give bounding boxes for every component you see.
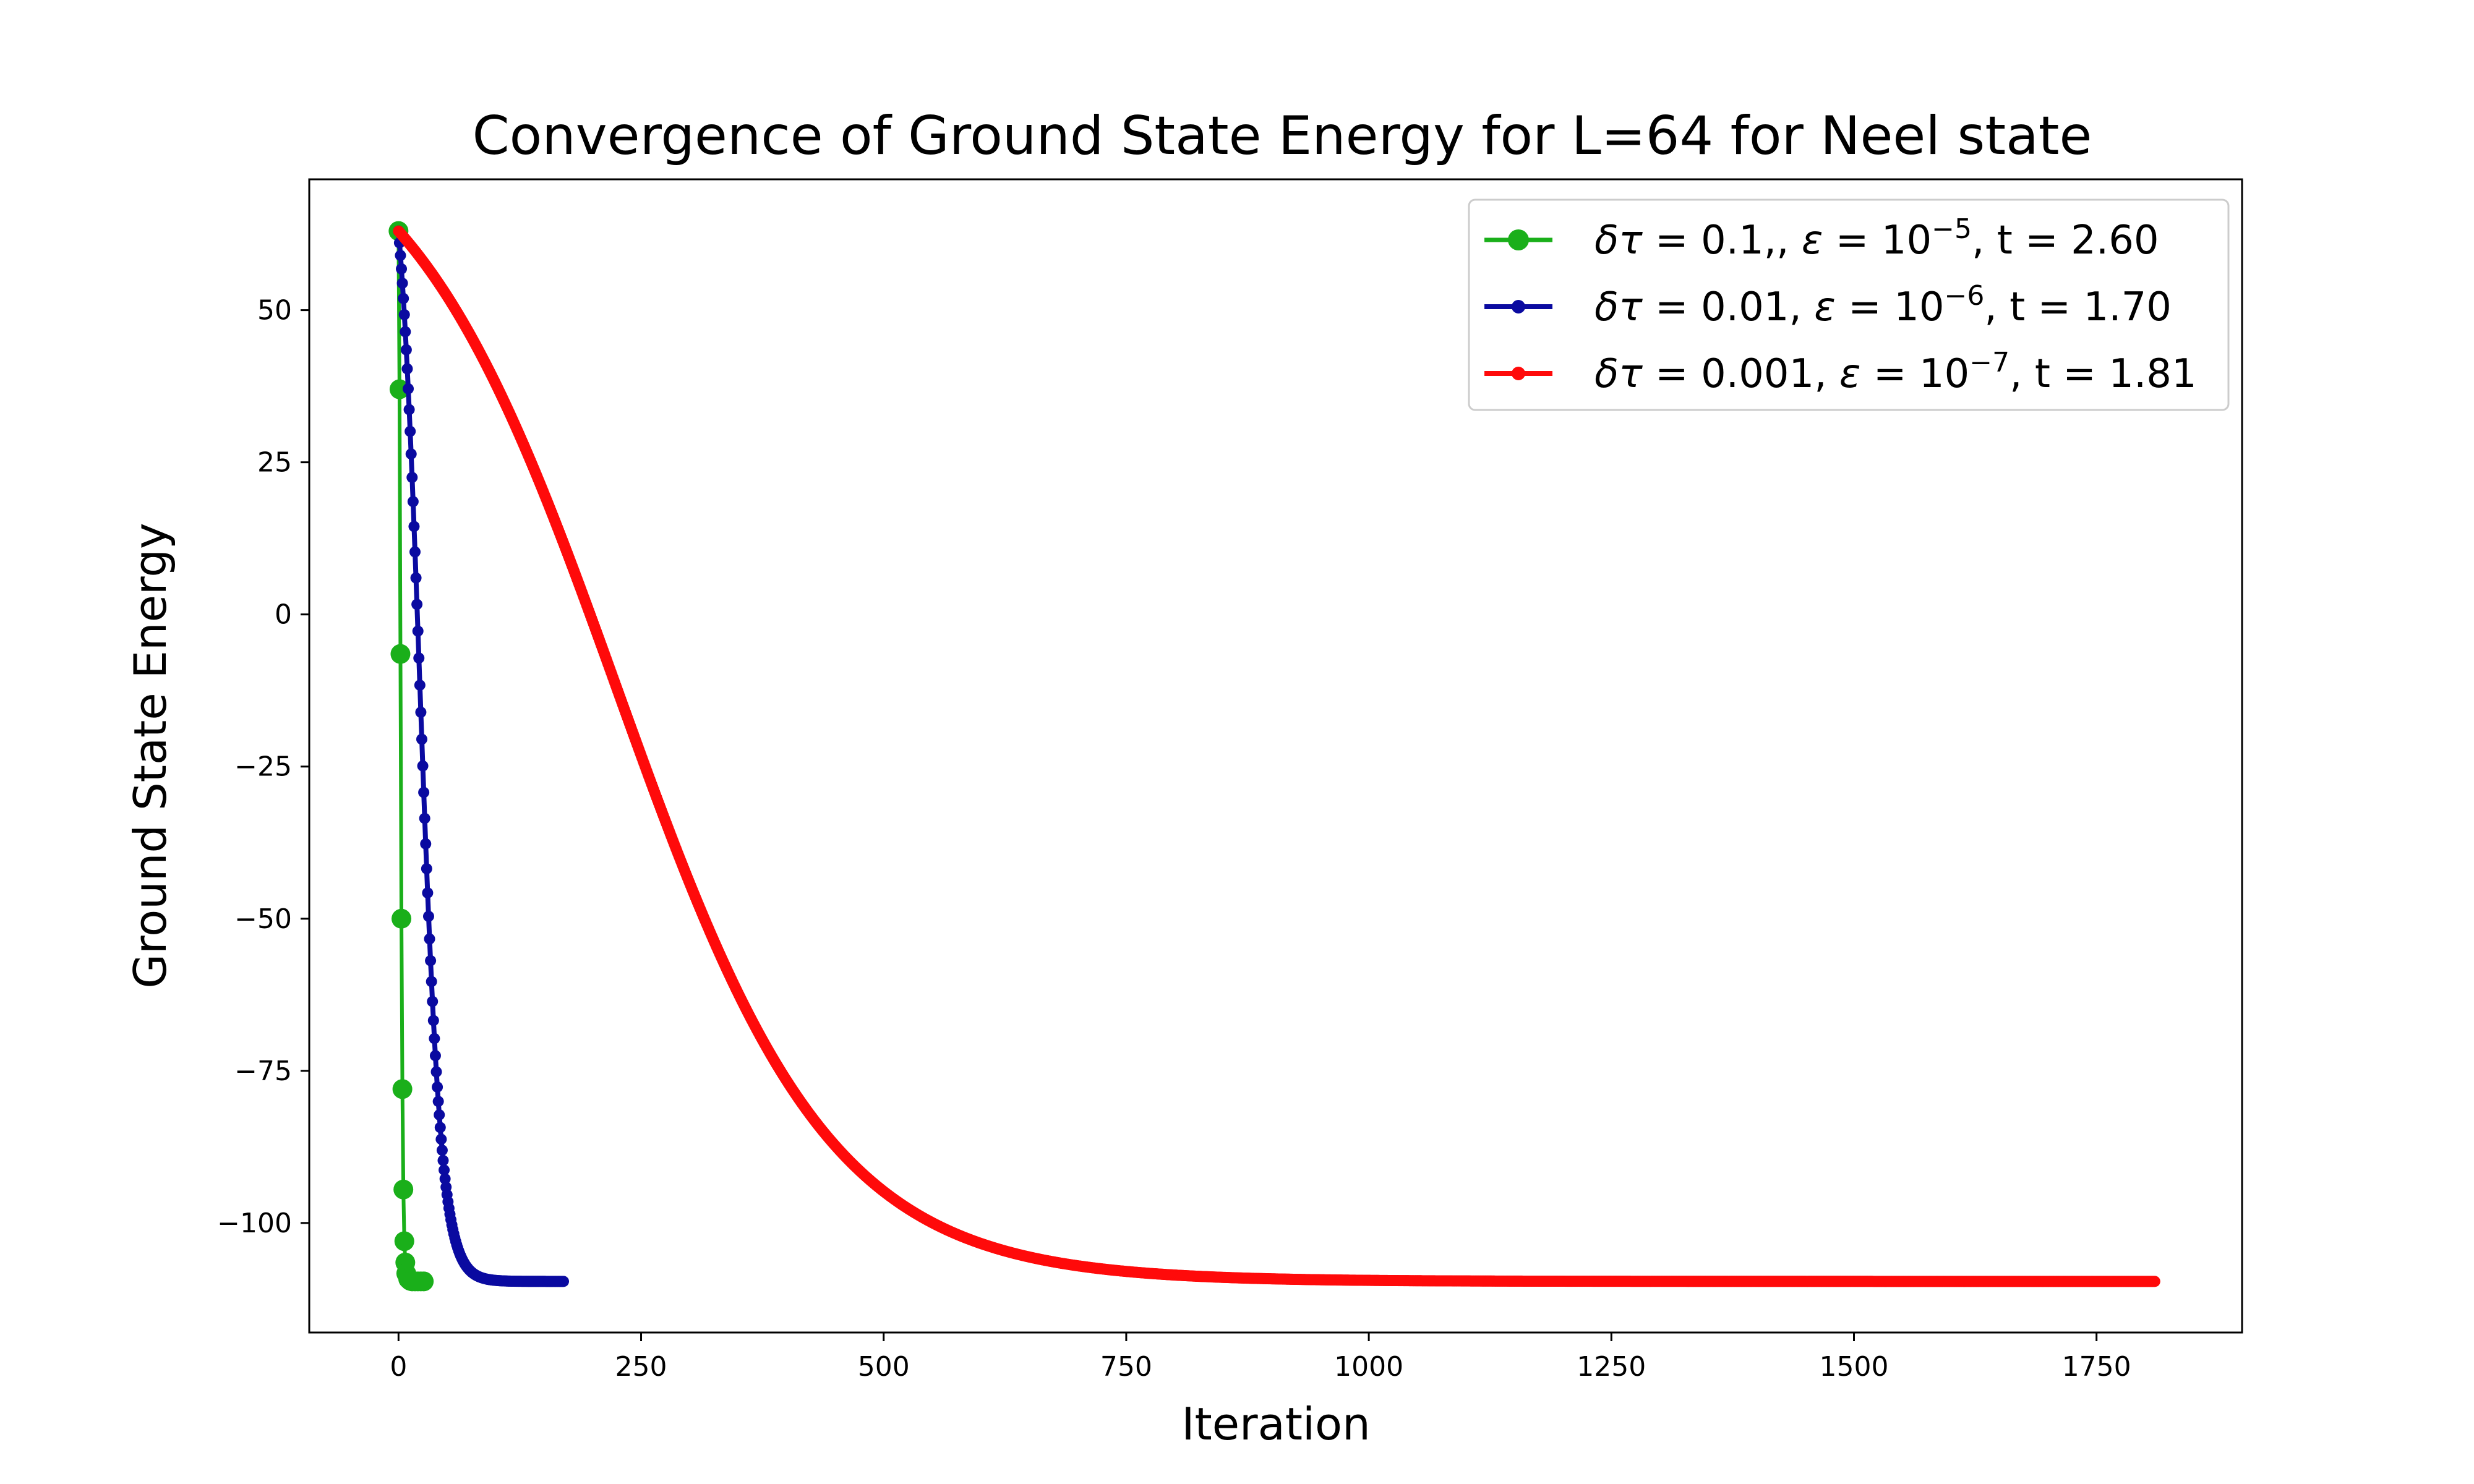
data-point <box>424 933 435 945</box>
plot-area <box>388 221 2160 1292</box>
data-point <box>400 344 412 356</box>
data-point <box>429 1033 440 1044</box>
data-point <box>434 1122 446 1133</box>
data-point <box>394 1231 414 1252</box>
data-point <box>413 652 425 664</box>
data-point <box>398 292 409 304</box>
data-point <box>405 448 417 460</box>
data-point <box>404 425 416 437</box>
x-tick-label: 1250 <box>1577 1351 1646 1383</box>
data-point <box>403 404 415 416</box>
data-point <box>412 625 424 637</box>
data-point <box>425 955 437 966</box>
legend-label: δτ = 0.01, ε = 10−6, t = 1.70 <box>1594 280 2172 331</box>
y-tick-label: −75 <box>234 1055 292 1087</box>
data-point <box>430 1066 442 1078</box>
data-point <box>435 1133 447 1145</box>
legend-entry-1: δτ = 0.1,, ε = 10−5, t = 2.60 <box>1484 213 2159 264</box>
x-tick-label: 750 <box>1100 1351 1152 1383</box>
data-point <box>408 521 420 532</box>
data-point <box>389 379 409 399</box>
data-point <box>436 1145 448 1156</box>
data-point <box>398 309 410 320</box>
data-point <box>406 472 418 484</box>
data-point <box>395 250 406 262</box>
legend-marker <box>1512 367 1525 380</box>
y-tick-label: −100 <box>217 1208 292 1239</box>
data-point <box>422 887 434 899</box>
legend-marker <box>1512 300 1525 313</box>
data-point <box>429 1050 441 1062</box>
data-point <box>407 496 419 508</box>
x-tick-label: 500 <box>858 1351 910 1383</box>
data-point <box>418 787 430 798</box>
x-tick-label: 0 <box>390 1351 407 1383</box>
x-tick-label: 250 <box>615 1351 667 1383</box>
data-point <box>421 863 432 874</box>
series-1 <box>388 221 434 1292</box>
series-2 <box>393 225 570 1287</box>
x-tick-label: 1000 <box>1334 1351 1403 1383</box>
chart-title: Convergence of Ground State Energy for L… <box>473 105 2092 167</box>
data-point <box>411 599 423 610</box>
data-point <box>2149 1276 2160 1287</box>
data-point <box>422 910 434 922</box>
legend-marker <box>1508 229 1529 250</box>
y-tick-label: 50 <box>257 295 292 326</box>
data-point <box>400 326 411 338</box>
data-point <box>427 1015 439 1026</box>
data-point <box>396 278 408 289</box>
legend-box <box>1468 198 2230 411</box>
data-point <box>415 706 427 718</box>
data-point <box>437 1154 449 1166</box>
data-point <box>427 996 439 1007</box>
data-point <box>401 363 413 375</box>
y-axis-label: Ground State Energy <box>124 522 176 988</box>
legend: δτ = 0.1,, ε = 10−5, t = 2.60 δτ = 0.01, … <box>1468 198 2230 411</box>
y-axis: 50 25 0 −25 −50 −75 −100 <box>217 295 309 1239</box>
x-axis-label: Iteration <box>1181 1398 1370 1450</box>
y-tick-label: 25 <box>257 447 292 479</box>
plot-frame <box>308 178 2243 1334</box>
data-point <box>392 1079 413 1099</box>
data-point <box>420 838 432 850</box>
data-point <box>432 1096 444 1107</box>
data-point <box>414 680 426 691</box>
data-point <box>393 1179 414 1200</box>
x-tick-label: 1750 <box>2062 1351 2131 1383</box>
legend-label: δτ = 0.001, ε = 10−7, t = 1.81 <box>1594 347 2197 398</box>
series-3 <box>393 225 2160 1287</box>
data-point <box>417 760 429 772</box>
data-point <box>432 1081 443 1093</box>
y-tick-label: 0 <box>275 599 292 631</box>
data-point <box>558 1276 570 1287</box>
data-point <box>396 263 408 275</box>
data-point <box>439 1164 450 1176</box>
y-tick-label: −50 <box>234 903 292 935</box>
x-tick-label: 1500 <box>1819 1351 1888 1383</box>
data-point <box>416 733 427 745</box>
data-point <box>434 1109 445 1120</box>
x-axis: 0 250 500 750 1000 1250 1500 1750 <box>390 1333 2131 1383</box>
legend-entry-2: δτ = 0.01, ε = 10−6, t = 1.70 <box>1484 280 2172 331</box>
data-point <box>390 644 411 664</box>
data-point <box>414 1271 434 1292</box>
legend-entry-3: δτ = 0.001, ε = 10−7, t = 1.81 <box>1484 347 2197 398</box>
data-point <box>409 546 421 558</box>
data-point <box>403 383 414 394</box>
y-tick-label: −25 <box>234 751 292 783</box>
data-point <box>419 812 430 824</box>
data-point <box>439 1173 451 1185</box>
data-point <box>426 976 437 987</box>
data-point <box>392 908 412 929</box>
data-point <box>410 572 422 584</box>
legend-label: δτ = 0.1,, ε = 10−5, t = 2.60 <box>1594 213 2159 264</box>
